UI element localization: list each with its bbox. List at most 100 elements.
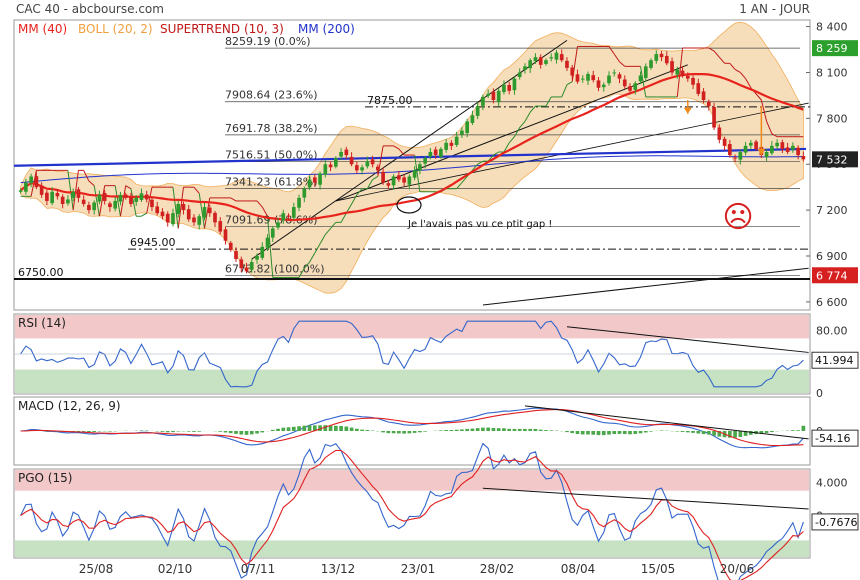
candle-body [402,177,406,183]
candle-body [397,175,401,180]
candle-body [76,189,81,198]
channel-lower-ext-line [335,102,809,202]
macd-histogram-bar [302,425,307,431]
candle-body [775,142,779,147]
candle-body [29,176,33,184]
osc-value-flag [811,513,859,531]
macd-histogram-bar [291,426,296,431]
macd-histogram-bar [260,431,265,433]
supertrend-segment [414,154,421,192]
candle-body [649,60,653,68]
candle-body [139,193,144,201]
candle-body [302,188,307,198]
candle-body [244,267,249,272]
macd-histogram-bar [481,427,485,431]
supertrend-segment [398,148,405,156]
macd-histogram-bar [770,431,774,433]
candle-body [349,156,354,165]
macd-histogram-bar [570,431,575,434]
x-tick-label: 07/11 [241,562,276,576]
supertrend-segment [130,188,137,217]
candle-body [486,93,491,96]
macd-histogram-bar [764,431,769,433]
candle-body [291,207,296,218]
macd-histogram-bar [297,426,301,431]
price-flag [812,151,858,168]
candle-body [533,57,538,62]
candle-body [749,142,753,146]
macd-histogram-bar [139,430,144,431]
macd-histogram-bar [186,431,191,432]
macd-histogram-bar [523,428,527,431]
osc-value-flag [811,429,859,447]
candle-body [192,217,196,223]
macd-histogram-bar [538,429,543,431]
candle-body [207,207,212,214]
macd-histogram-bar [108,431,112,432]
macd-histogram-bar [680,431,685,432]
candle-body [150,199,154,208]
price-flag-label: 6 774 [816,269,848,282]
candle-body [155,206,160,214]
candle-body [97,194,102,202]
x-tick-label: 20/06 [720,562,755,576]
candle-body [764,152,769,158]
candle-body [475,106,480,116]
macd-histogram-bar [638,431,643,434]
candle-body [559,54,564,61]
supertrend-segment [745,78,752,89]
candle-body [444,142,448,150]
macd-histogram-bar [743,431,748,436]
supertrend-segment [508,136,515,144]
candle-body [123,194,128,198]
candle-body [481,96,485,106]
macd-histogram-bar [791,430,795,431]
macd-histogram-bar [465,428,469,431]
macd-histogram-bar [192,431,196,432]
supertrend-segment [267,216,274,278]
macd-histogram-bar [749,431,753,435]
candle-body [418,164,422,171]
candle-body [318,173,322,185]
osc-value-flag [811,351,859,369]
candle-body [722,138,727,146]
candle-body [549,57,554,59]
candle-body [601,84,606,88]
supertrend-segment [487,154,494,162]
candle-body [18,190,23,192]
supertrend-segment [141,212,147,217]
macd-histogram-bar [218,431,223,432]
pgo-label: PGO (15) [18,471,72,485]
candle-body [339,152,343,157]
candle-body [34,176,39,188]
supertrend-segment [303,261,310,269]
macd-histogram-bar [470,428,475,431]
candle-body [344,149,349,156]
macd-histogram-bar [407,431,412,434]
price-tick-label: 8 400 [816,21,848,34]
macd-histogram-bar [397,431,401,434]
macd-histogram-bar [312,425,317,431]
fib-label: 6773.82 (100.0%) [225,262,325,275]
candle-body [376,166,380,171]
signal-line [20,409,804,447]
price-flag [812,40,858,57]
candle-body [696,83,701,94]
supertrend-segment [172,187,179,229]
candle-body [780,142,785,149]
supertrend-segment [261,206,268,217]
sad-smiley-icon: ☹ [722,200,753,235]
candle-body [423,158,427,164]
macd-histogram-bar [339,425,343,431]
candle-body [596,80,601,88]
supertrend-segment [571,46,578,82]
mm200-curve [20,155,804,184]
macd-histogram-bar [176,431,181,432]
macd-divergence-line [524,405,809,440]
macd-histogram-bar [612,431,617,435]
macd-histogram-bar [696,431,701,434]
macd-histogram-bar [318,425,322,431]
candle-body [234,251,238,260]
long-trend-line [482,267,809,306]
macd-label: MACD (12, 26, 9) [18,399,121,413]
